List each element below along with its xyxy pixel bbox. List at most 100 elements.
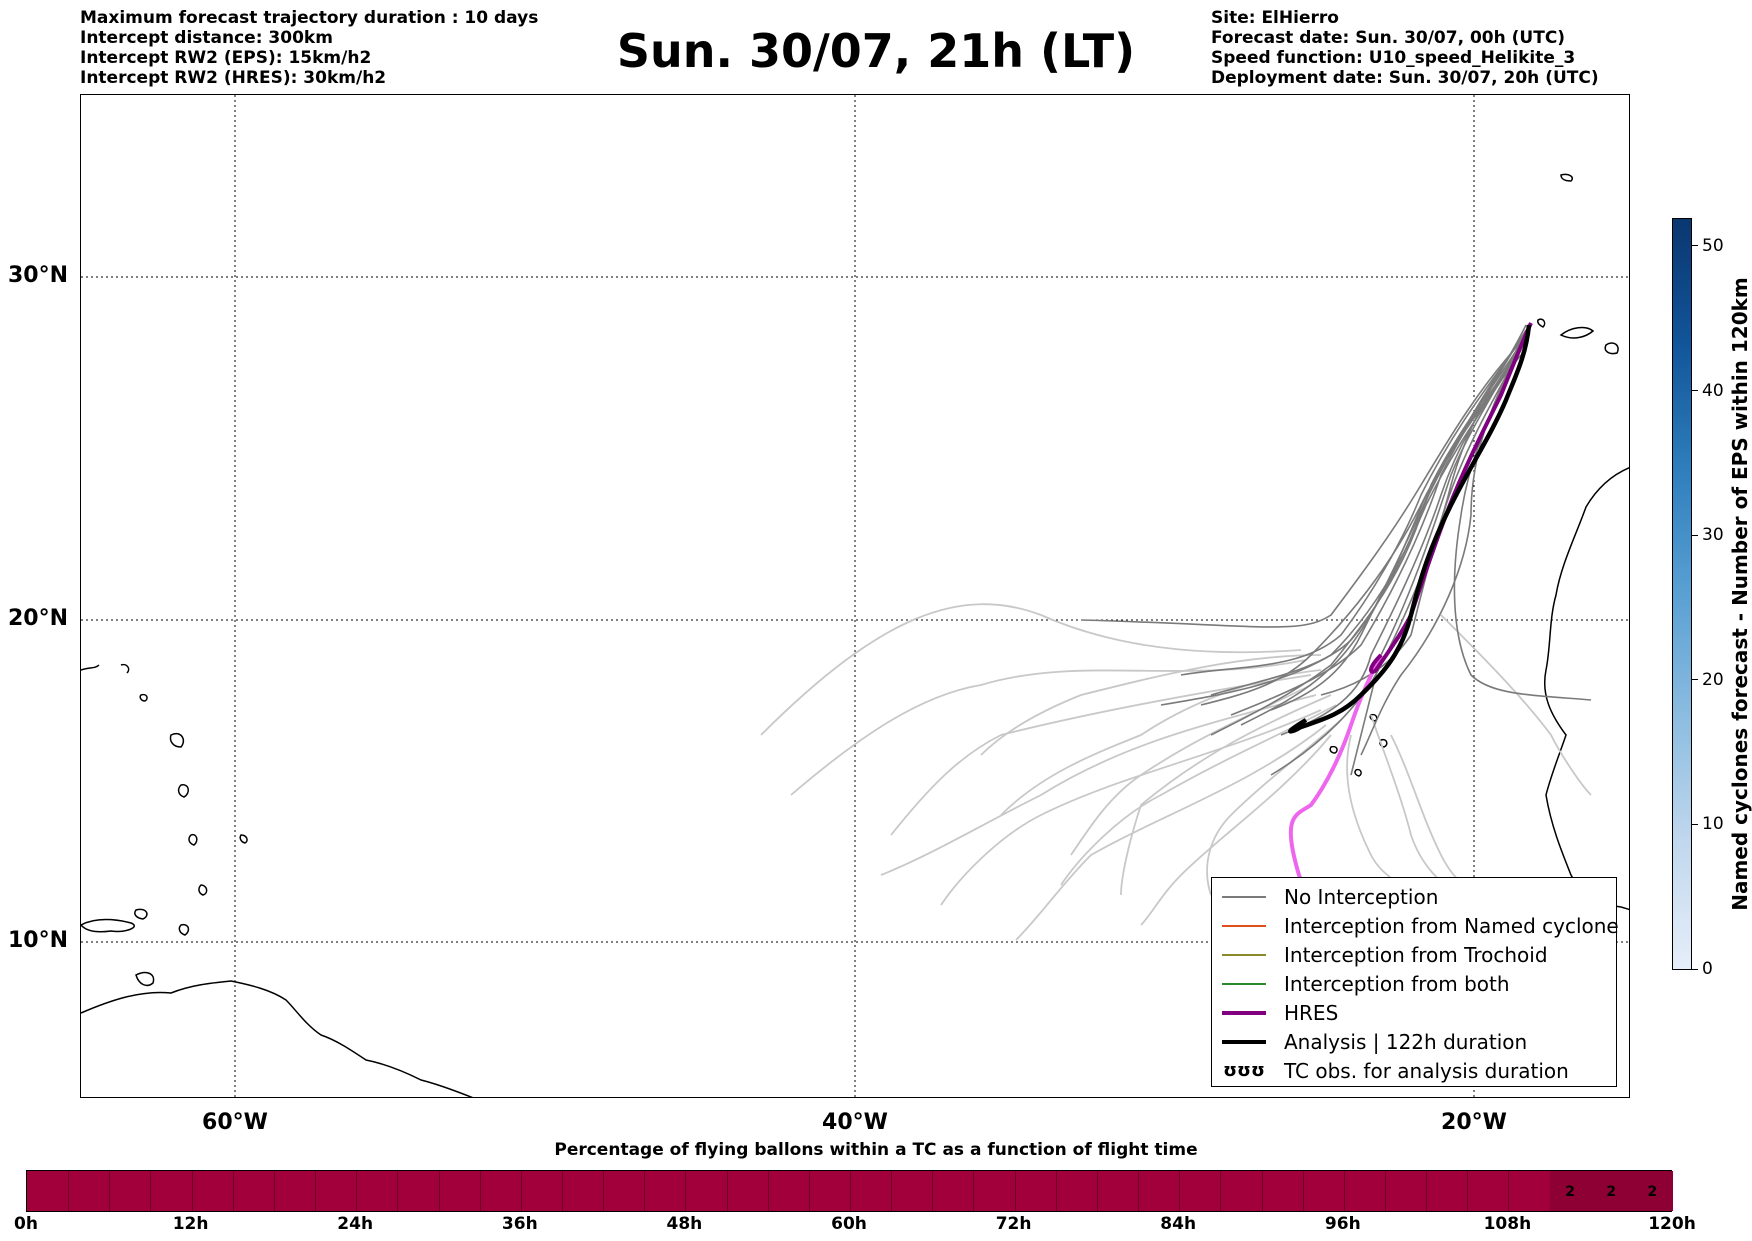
bar-cell-divider — [150, 1171, 152, 1211]
bar-cell-divider — [1343, 1171, 1345, 1211]
bottom-bar-title: Percentage of flying ballons within a TC… — [554, 1140, 1198, 1160]
coast-lesser-antilles-a — [178, 923, 190, 936]
colorbar-tick: 20 — [1692, 670, 1724, 690]
eps-track — [980, 654, 1322, 756]
analysis-track — [1288, 324, 1532, 734]
colorbar — [1672, 218, 1692, 970]
colorbar-tick: 0 — [1692, 959, 1713, 979]
coastlines — [81, 173, 1629, 1097]
legend-label: Interception from both — [1284, 971, 1510, 996]
eps-track — [940, 709, 1322, 906]
eps-tracks-dark — [1080, 324, 1592, 776]
bar-highlight-region — [1549, 1171, 1673, 1211]
bar-cell-divider — [479, 1171, 481, 1211]
coast-cape-verde-2 — [1354, 768, 1362, 777]
coast-island-small-3 — [81, 918, 135, 933]
colorbar-tick: 40 — [1692, 381, 1724, 401]
legend-swatch — [1222, 1010, 1266, 1015]
coast-virgin-islands — [81, 663, 130, 674]
bar-cell-divider — [1384, 1171, 1386, 1211]
header-site: Site: ElHierro — [1211, 8, 1339, 28]
coast-cape-verde-4 — [1369, 713, 1378, 722]
bar-cell-divider — [232, 1171, 234, 1211]
flight-time-tick: 36h — [501, 1214, 538, 1234]
eps-track — [760, 603, 1302, 736]
bar-cell-divider — [644, 1171, 646, 1211]
header-forecast-date: Forecast date: Sun. 30/07, 00h (UTC) — [1211, 28, 1566, 48]
eps-track — [1200, 349, 1522, 706]
eps-track — [1346, 734, 1422, 896]
eps-track — [1270, 334, 1524, 711]
coast-lesser-antilles-b — [198, 884, 208, 896]
header-max-duration: Maximum forecast trajectory duration : 1… — [80, 8, 539, 28]
eps-track — [1120, 694, 1332, 896]
bar-cell-divider — [356, 1171, 358, 1211]
bar-cell-divider — [1426, 1171, 1428, 1211]
tc-symbol-icon: ʊʊʊ — [1223, 1060, 1265, 1081]
bar-cell-divider — [1179, 1171, 1181, 1211]
eps-track — [1180, 339, 1522, 676]
legend-label: Analysis | 122h duration — [1284, 1029, 1528, 1054]
bar-cell-divider — [891, 1171, 893, 1211]
lon-label-60w: 60°W — [202, 1110, 268, 1135]
legend-item-both: Interception from both — [1212, 969, 1616, 998]
map-legend: No Interception Interception from Named … — [1211, 877, 1619, 1087]
lat-label-30n: 30°N — [8, 263, 69, 288]
bar-cell-divider — [315, 1171, 317, 1211]
eps-track — [1015, 724, 1327, 941]
bar-cell-divider — [808, 1171, 810, 1211]
bar-cell-divider — [1220, 1171, 1222, 1211]
eps-track — [1440, 614, 1592, 796]
header-right-info: Site: ElHierro Forecast date: Sun. 30/07… — [1211, 8, 1599, 88]
legend-label: Interception from Named cyclone — [1284, 913, 1619, 938]
legend-item-no-interception: No Interception — [1212, 882, 1616, 911]
eps-track — [1210, 334, 1527, 696]
bar-cell-divider — [932, 1171, 934, 1211]
eps-track — [1453, 334, 1592, 701]
bar-cell-divider — [685, 1171, 687, 1211]
colorbar-tick: 10 — [1692, 814, 1724, 834]
flight-time-tick: 120h — [1648, 1214, 1696, 1234]
coast-canary-lapalma — [1537, 318, 1546, 328]
header-intercept-distance: Intercept distance: 300km — [80, 28, 333, 48]
bar-cell-divider — [767, 1171, 769, 1211]
eps-track — [1350, 329, 1527, 776]
bar-cell-divider — [520, 1171, 522, 1211]
bar-cell-divider — [68, 1171, 70, 1211]
coast-island-small-2 — [134, 908, 148, 920]
flight-time-tick: 96h — [1324, 1214, 1361, 1234]
flight-time-bar: 2 2 2 — [26, 1170, 1673, 1212]
flight-time-tick: 108h — [1483, 1214, 1532, 1234]
legend-swatch — [1222, 953, 1266, 956]
coast-madeira — [1560, 173, 1573, 182]
coast-lesser-antilles-e — [169, 733, 185, 748]
header-intercept-eps: Intercept RW2 (EPS): 15km/h2 — [80, 48, 372, 68]
eps-tracks-light — [760, 603, 1592, 941]
legend-swatch — [1222, 1039, 1266, 1044]
bar-cell-divider — [1302, 1171, 1304, 1211]
bar-cell-divider — [1138, 1171, 1140, 1211]
flight-time-tick: 12h — [172, 1214, 209, 1234]
legend-item-named-cyclone: Interception from Named cyclone — [1212, 911, 1619, 940]
header-deployment-date: Deployment date: Sun. 30/07, 20h (UTC) — [1211, 68, 1599, 88]
lon-label-20w: 20°W — [1441, 1110, 1507, 1135]
flight-time-tick: 84h — [1160, 1214, 1197, 1234]
flight-time-tick: 72h — [995, 1214, 1032, 1234]
legend-item-trochoid: Interception from Trochoid — [1212, 940, 1616, 969]
eps-track — [790, 659, 1307, 796]
header-speed-function: Speed function: U10_speed_Helikite_3 — [1211, 48, 1576, 68]
flight-time-tick: 0h — [14, 1214, 38, 1234]
flight-time-tick: 24h — [337, 1214, 374, 1234]
coast-lesser-antilles-f — [139, 693, 148, 702]
legend-item-tc-obs: ʊʊʊ TC obs. for analysis duration — [1212, 1056, 1616, 1085]
coast-cape-verde-1 — [1329, 745, 1338, 754]
bar-cell-value: 2 — [1606, 1184, 1617, 1200]
header-left-info: Maximum forecast trajectory duration : 1… — [80, 8, 538, 88]
legend-swatch — [1222, 982, 1266, 985]
legend-swatch — [1222, 895, 1266, 898]
eps-track — [1320, 339, 1527, 696]
bar-cell-value: 2 — [1565, 1184, 1575, 1200]
colorbar-tick: 50 — [1692, 236, 1724, 256]
bar-cell-divider — [1508, 1171, 1510, 1211]
bar-cell-divider — [726, 1171, 728, 1211]
